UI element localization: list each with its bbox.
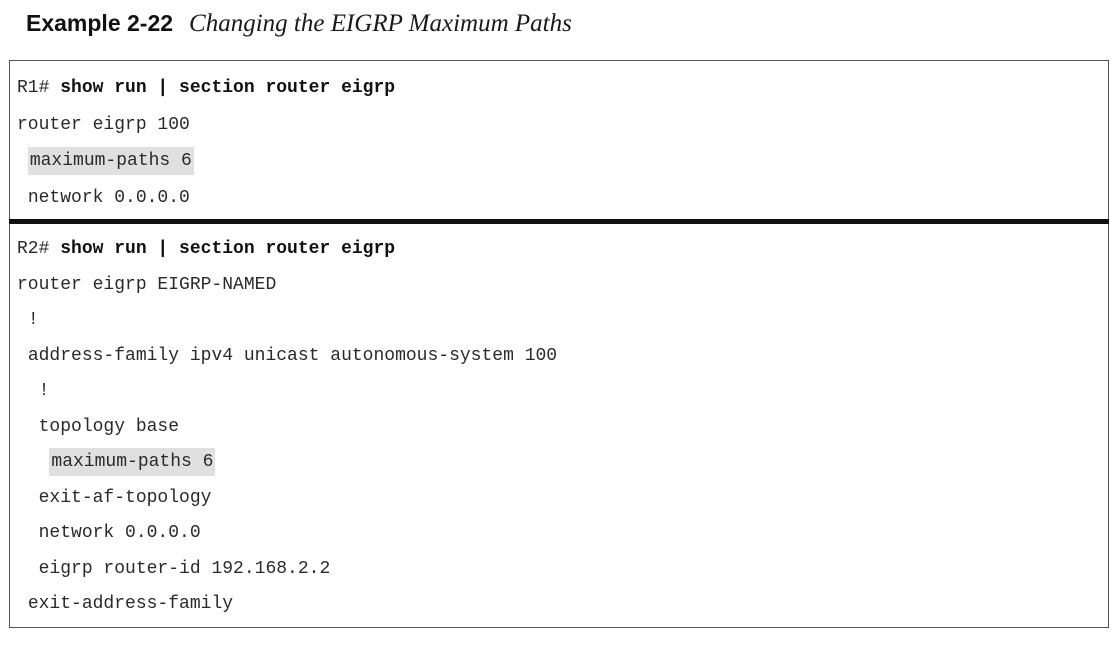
- r2-command-line: R2# show run | section router eigrp: [17, 232, 557, 268]
- r1-config-line: maximum-paths 6: [17, 143, 395, 180]
- r2-config-line: eigrp router-id 192.168.2.2: [17, 552, 557, 588]
- example-number: Example 2-22: [26, 10, 174, 36]
- r1-prompt: R1#: [17, 78, 50, 98]
- config-indent: [17, 310, 28, 330]
- r1-code-block: R1# show run | section router eigrp rout…: [17, 70, 395, 216]
- r2-prompt: R2#: [17, 239, 50, 259]
- r1-command-line: R1# show run | section router eigrp: [17, 70, 395, 107]
- config-text: address-family ipv4 unicast autonomous-s…: [27, 345, 558, 366]
- config-text: exit-af-topology: [38, 487, 212, 508]
- config-indent: [17, 488, 39, 508]
- r2-config-line: router eigrp EIGRP-NAMED: [17, 268, 557, 304]
- config-text: router eigrp 100: [17, 114, 190, 135]
- r2-config-line: exit-address-family: [17, 587, 557, 623]
- config-text: !: [38, 381, 50, 401]
- highlighted-config-text: maximum-paths 6: [27, 147, 194, 175]
- example-title: Changing the EIGRP Maximum Paths: [189, 10, 572, 37]
- r1-output-box: [9, 60, 1109, 220]
- example-caption: Example 2-22 Changing the EIGRP Maximum …: [26, 10, 572, 46]
- config-indent: [17, 594, 28, 614]
- config-indent: [17, 151, 28, 171]
- config-indent: [17, 523, 39, 543]
- r2-config-line: !: [17, 374, 557, 410]
- r1-config-lines: router eigrp 100 maximum-paths 6 network…: [17, 107, 395, 217]
- r1-command: show run | section router eigrp: [60, 78, 396, 98]
- config-text: topology base: [38, 416, 180, 437]
- config-text: network 0.0.0.0: [27, 187, 190, 208]
- r2-config-line: topology base: [17, 410, 557, 446]
- config-text: network 0.0.0.0: [38, 523, 201, 543]
- config-text: exit-address-family: [27, 594, 234, 614]
- r2-output-box: [9, 224, 1109, 628]
- r2-config-line: address-family ipv4 unicast autonomous-s…: [17, 339, 557, 375]
- r1-config-line: network 0.0.0.0: [17, 180, 395, 217]
- config-indent: [17, 417, 39, 437]
- section-divider: [9, 219, 1109, 224]
- config-indent: [17, 346, 28, 366]
- config-indent: [17, 381, 39, 401]
- r2-config-line: exit-af-topology: [17, 481, 557, 517]
- r2-command: show run | section router eigrp: [60, 239, 396, 259]
- r2-config-lines: router eigrp EIGRP-NAMED ! address-famil…: [17, 268, 557, 623]
- r2-config-line: network 0.0.0.0: [17, 516, 557, 552]
- config-text: eigrp router-id 192.168.2.2: [38, 558, 331, 579]
- config-text: !: [27, 310, 39, 330]
- config-indent: [17, 559, 39, 579]
- r2-config-line: maximum-paths 6: [17, 445, 557, 481]
- config-indent: [17, 452, 49, 472]
- r1-config-line: router eigrp 100: [17, 107, 395, 144]
- highlighted-config-text: maximum-paths 6: [49, 448, 216, 476]
- config-indent: [17, 188, 28, 208]
- config-text: router eigrp EIGRP-NAMED: [17, 274, 277, 295]
- r2-code-block: R2# show run | section router eigrp rout…: [17, 232, 557, 623]
- r2-config-line: !: [17, 303, 557, 339]
